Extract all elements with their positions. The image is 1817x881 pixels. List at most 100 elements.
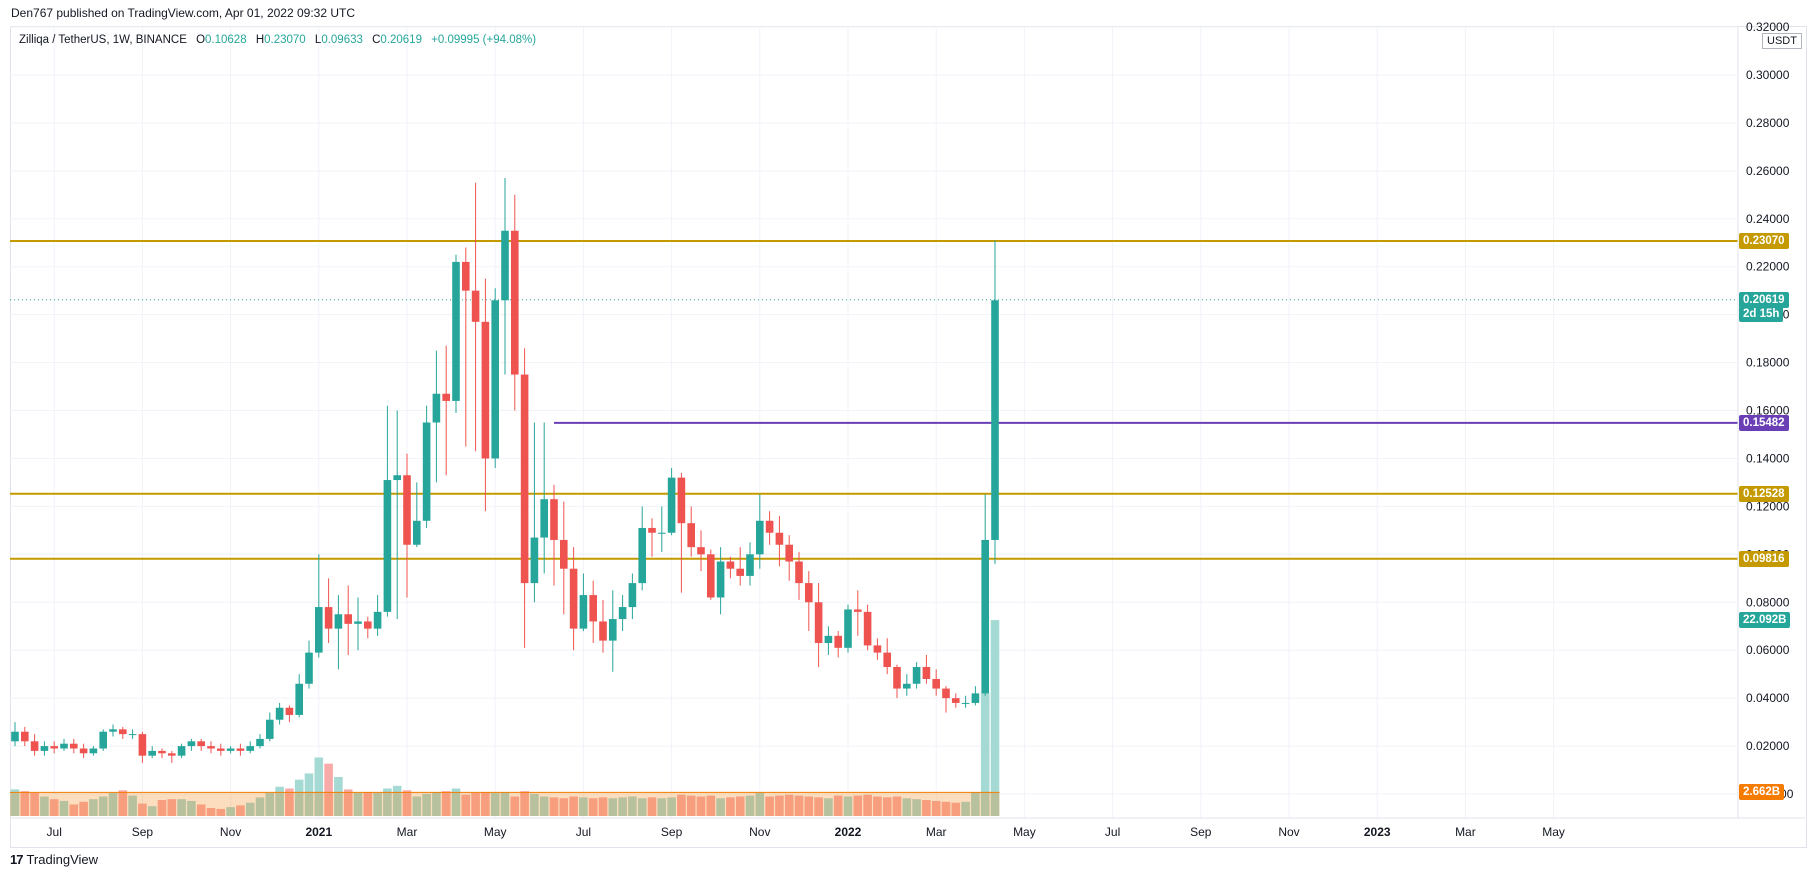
volume-bar — [324, 763, 333, 816]
candle-body — [285, 707, 294, 715]
candle-body — [79, 748, 88, 754]
volume-bar — [951, 802, 961, 816]
currency-button[interactable]: USDT — [1762, 33, 1802, 49]
volume-bar — [157, 800, 167, 816]
y-tick-label: 0.04000 — [1746, 691, 1790, 705]
candle-body — [413, 520, 421, 545]
volume-bar — [745, 795, 755, 816]
x-tick-label: 2021 — [305, 825, 332, 839]
candle-body — [805, 583, 813, 603]
candle-body — [716, 561, 725, 598]
candle-body — [334, 614, 343, 629]
candle-body — [207, 746, 215, 749]
volume-bar — [108, 792, 118, 816]
volume-bar — [49, 799, 59, 816]
candle-body — [785, 544, 793, 562]
volume-bar — [902, 798, 912, 816]
y-tick-label: 0.06000 — [1746, 643, 1790, 657]
candle-body — [403, 475, 411, 545]
y-tick-label: 0.14000 — [1746, 451, 1790, 465]
volume-bar — [334, 776, 343, 816]
candle-body — [266, 719, 274, 739]
volume-bar — [853, 795, 863, 816]
change-value: +0.09995 (+94.08%) — [431, 34, 537, 46]
candle-body — [236, 748, 245, 751]
low-value: 0.09633 — [321, 34, 363, 46]
candle-body — [540, 499, 548, 538]
candle-body — [609, 619, 617, 641]
close-label: C — [372, 34, 381, 46]
volume-bar — [216, 808, 226, 816]
countdown-badge: 2d 15h — [1739, 305, 1784, 322]
candle-body — [932, 678, 940, 689]
candle-body — [148, 750, 156, 756]
x-tick-label: Nov — [749, 825, 770, 839]
volume-bar — [971, 792, 980, 816]
volume-bar — [20, 791, 30, 816]
horizontal-levels — [10, 240, 1738, 560]
candle-body — [569, 568, 578, 629]
volume-bar — [500, 792, 510, 816]
candle-body — [70, 743, 78, 749]
volume-bar — [236, 805, 245, 816]
volume-bar — [941, 801, 951, 816]
candle-body — [912, 666, 921, 684]
candle-body — [40, 746, 49, 751]
y-tick-label: 0.28000 — [1746, 116, 1790, 130]
volume-bar — [392, 785, 402, 816]
published-header: Den767 published on TradingView.com, Apr… — [11, 6, 356, 20]
volume-bar — [187, 800, 196, 816]
x-tick-label: Jul — [576, 825, 591, 839]
y-tick-label: 0.26000 — [1746, 164, 1790, 178]
candle-body — [21, 731, 29, 742]
tradingview-footer[interactable]: 17 TradingView — [10, 852, 98, 867]
candlesticks — [11, 178, 999, 763]
candle-body — [128, 734, 137, 736]
candle-body — [922, 666, 931, 679]
x-tick-label: 2022 — [835, 825, 862, 839]
volume-bar — [177, 799, 186, 816]
candle-body — [442, 393, 450, 401]
volume-bar — [10, 789, 20, 816]
level-price-badge: 0.12528 — [1739, 485, 1789, 502]
volume-bar — [69, 804, 79, 816]
volume-bar — [471, 792, 480, 816]
candle-body — [462, 261, 470, 291]
candle-body — [520, 374, 529, 584]
low-label: L — [314, 34, 322, 46]
x-tick-label: Sep — [661, 825, 683, 839]
candle-body — [952, 698, 960, 703]
volume-bar — [40, 796, 49, 816]
volume-bar — [520, 791, 529, 816]
last-price-badge: 0.20619 — [1739, 291, 1789, 308]
candle-body — [246, 746, 254, 751]
volume-bar — [353, 792, 363, 816]
volume-bar — [539, 796, 549, 816]
symbol-legend[interactable]: Zilliqa / TetherUS, 1W, BINANCE O0.10628… — [19, 34, 536, 46]
y-tick-label: 0.02000 — [1746, 739, 1790, 753]
candle-body — [618, 607, 627, 620]
volume-bar — [294, 779, 304, 816]
candle-body — [324, 607, 333, 629]
candle-body — [364, 621, 372, 629]
volume-bar — [138, 803, 147, 816]
volume-bar — [275, 786, 284, 816]
volume-bar — [706, 795, 716, 816]
volume-bar — [677, 794, 686, 816]
volume-bar — [647, 797, 657, 816]
candle-body — [432, 393, 441, 423]
volume-bar — [726, 797, 735, 816]
volume-bar — [912, 799, 921, 816]
volume-bar — [461, 794, 471, 816]
candle-body — [109, 729, 117, 732]
volume-bar — [196, 804, 206, 816]
candle-body — [275, 707, 284, 720]
candle-body — [177, 746, 186, 756]
volume-bar — [990, 620, 1000, 816]
high-label: H — [255, 34, 265, 46]
candle-body — [981, 539, 989, 694]
candle-body — [383, 480, 392, 612]
volume-bar — [383, 788, 392, 816]
candle-body — [305, 652, 313, 684]
